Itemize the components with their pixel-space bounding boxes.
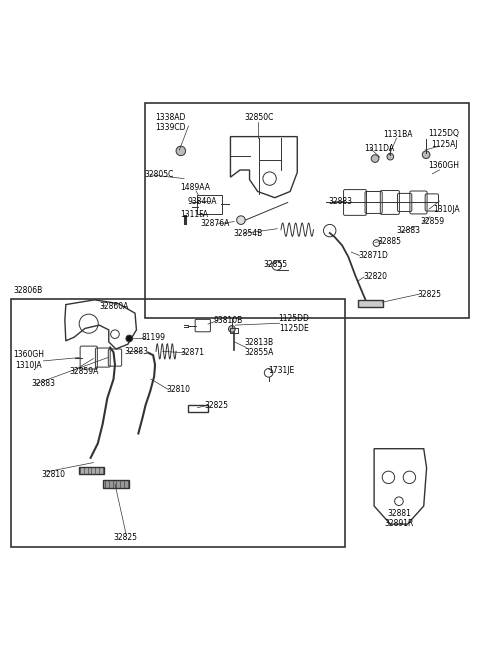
Text: 1125DQ
1125AJ: 1125DQ 1125AJ [429,129,459,149]
Text: 1731JE: 1731JE [269,366,295,375]
Text: 1360GH: 1360GH [429,160,459,170]
Text: 81199: 81199 [141,333,165,342]
Text: 32854B: 32854B [234,229,263,238]
Text: 1489AA: 1489AA [180,183,210,192]
Text: 93810B: 93810B [214,316,243,325]
Text: 32859: 32859 [420,217,444,225]
Text: 1310JA: 1310JA [433,204,459,214]
Text: 93840A: 93840A [188,196,217,206]
Text: 32883: 32883 [32,379,56,388]
Polygon shape [103,480,129,488]
Circle shape [237,216,245,225]
Text: 1311DA: 1311DA [364,144,394,153]
Polygon shape [79,467,104,474]
Circle shape [422,151,430,159]
Polygon shape [359,300,383,307]
Text: 1311FA: 1311FA [180,210,208,219]
Text: 32810: 32810 [166,385,190,394]
Text: 32825: 32825 [204,401,228,410]
Text: 32871D: 32871D [359,251,388,260]
Text: 32855: 32855 [263,261,287,269]
Text: 32859A: 32859A [70,367,99,376]
Text: 1360GH
1310JA: 1360GH 1310JA [13,350,44,369]
Text: 32825: 32825 [113,533,137,542]
Text: 1131BA: 1131BA [383,130,413,139]
Text: 32810: 32810 [41,470,65,479]
Circle shape [371,155,379,162]
Text: 32825: 32825 [418,290,442,299]
Text: 32813B
32855A: 32813B 32855A [245,338,274,357]
Circle shape [126,335,132,342]
Text: 32820: 32820 [363,272,387,282]
Text: 32881
32891R: 32881 32891R [384,509,414,528]
Text: 32850C: 32850C [244,113,274,122]
Text: 32885: 32885 [377,236,401,246]
Text: 32860A: 32860A [99,301,129,310]
Text: 32883: 32883 [328,196,352,206]
Circle shape [228,326,235,332]
Text: 32871: 32871 [180,348,204,357]
Text: 1125DD
1125DE: 1125DD 1125DE [278,314,309,333]
Text: 32883: 32883 [124,347,148,356]
Circle shape [387,153,394,160]
Text: 32805C: 32805C [144,170,174,179]
Text: 32806B: 32806B [13,286,43,295]
Text: 32876A: 32876A [201,219,230,229]
Text: 32883: 32883 [396,226,420,235]
Circle shape [176,146,186,156]
Text: 1338AD
1339CD: 1338AD 1339CD [156,113,186,132]
